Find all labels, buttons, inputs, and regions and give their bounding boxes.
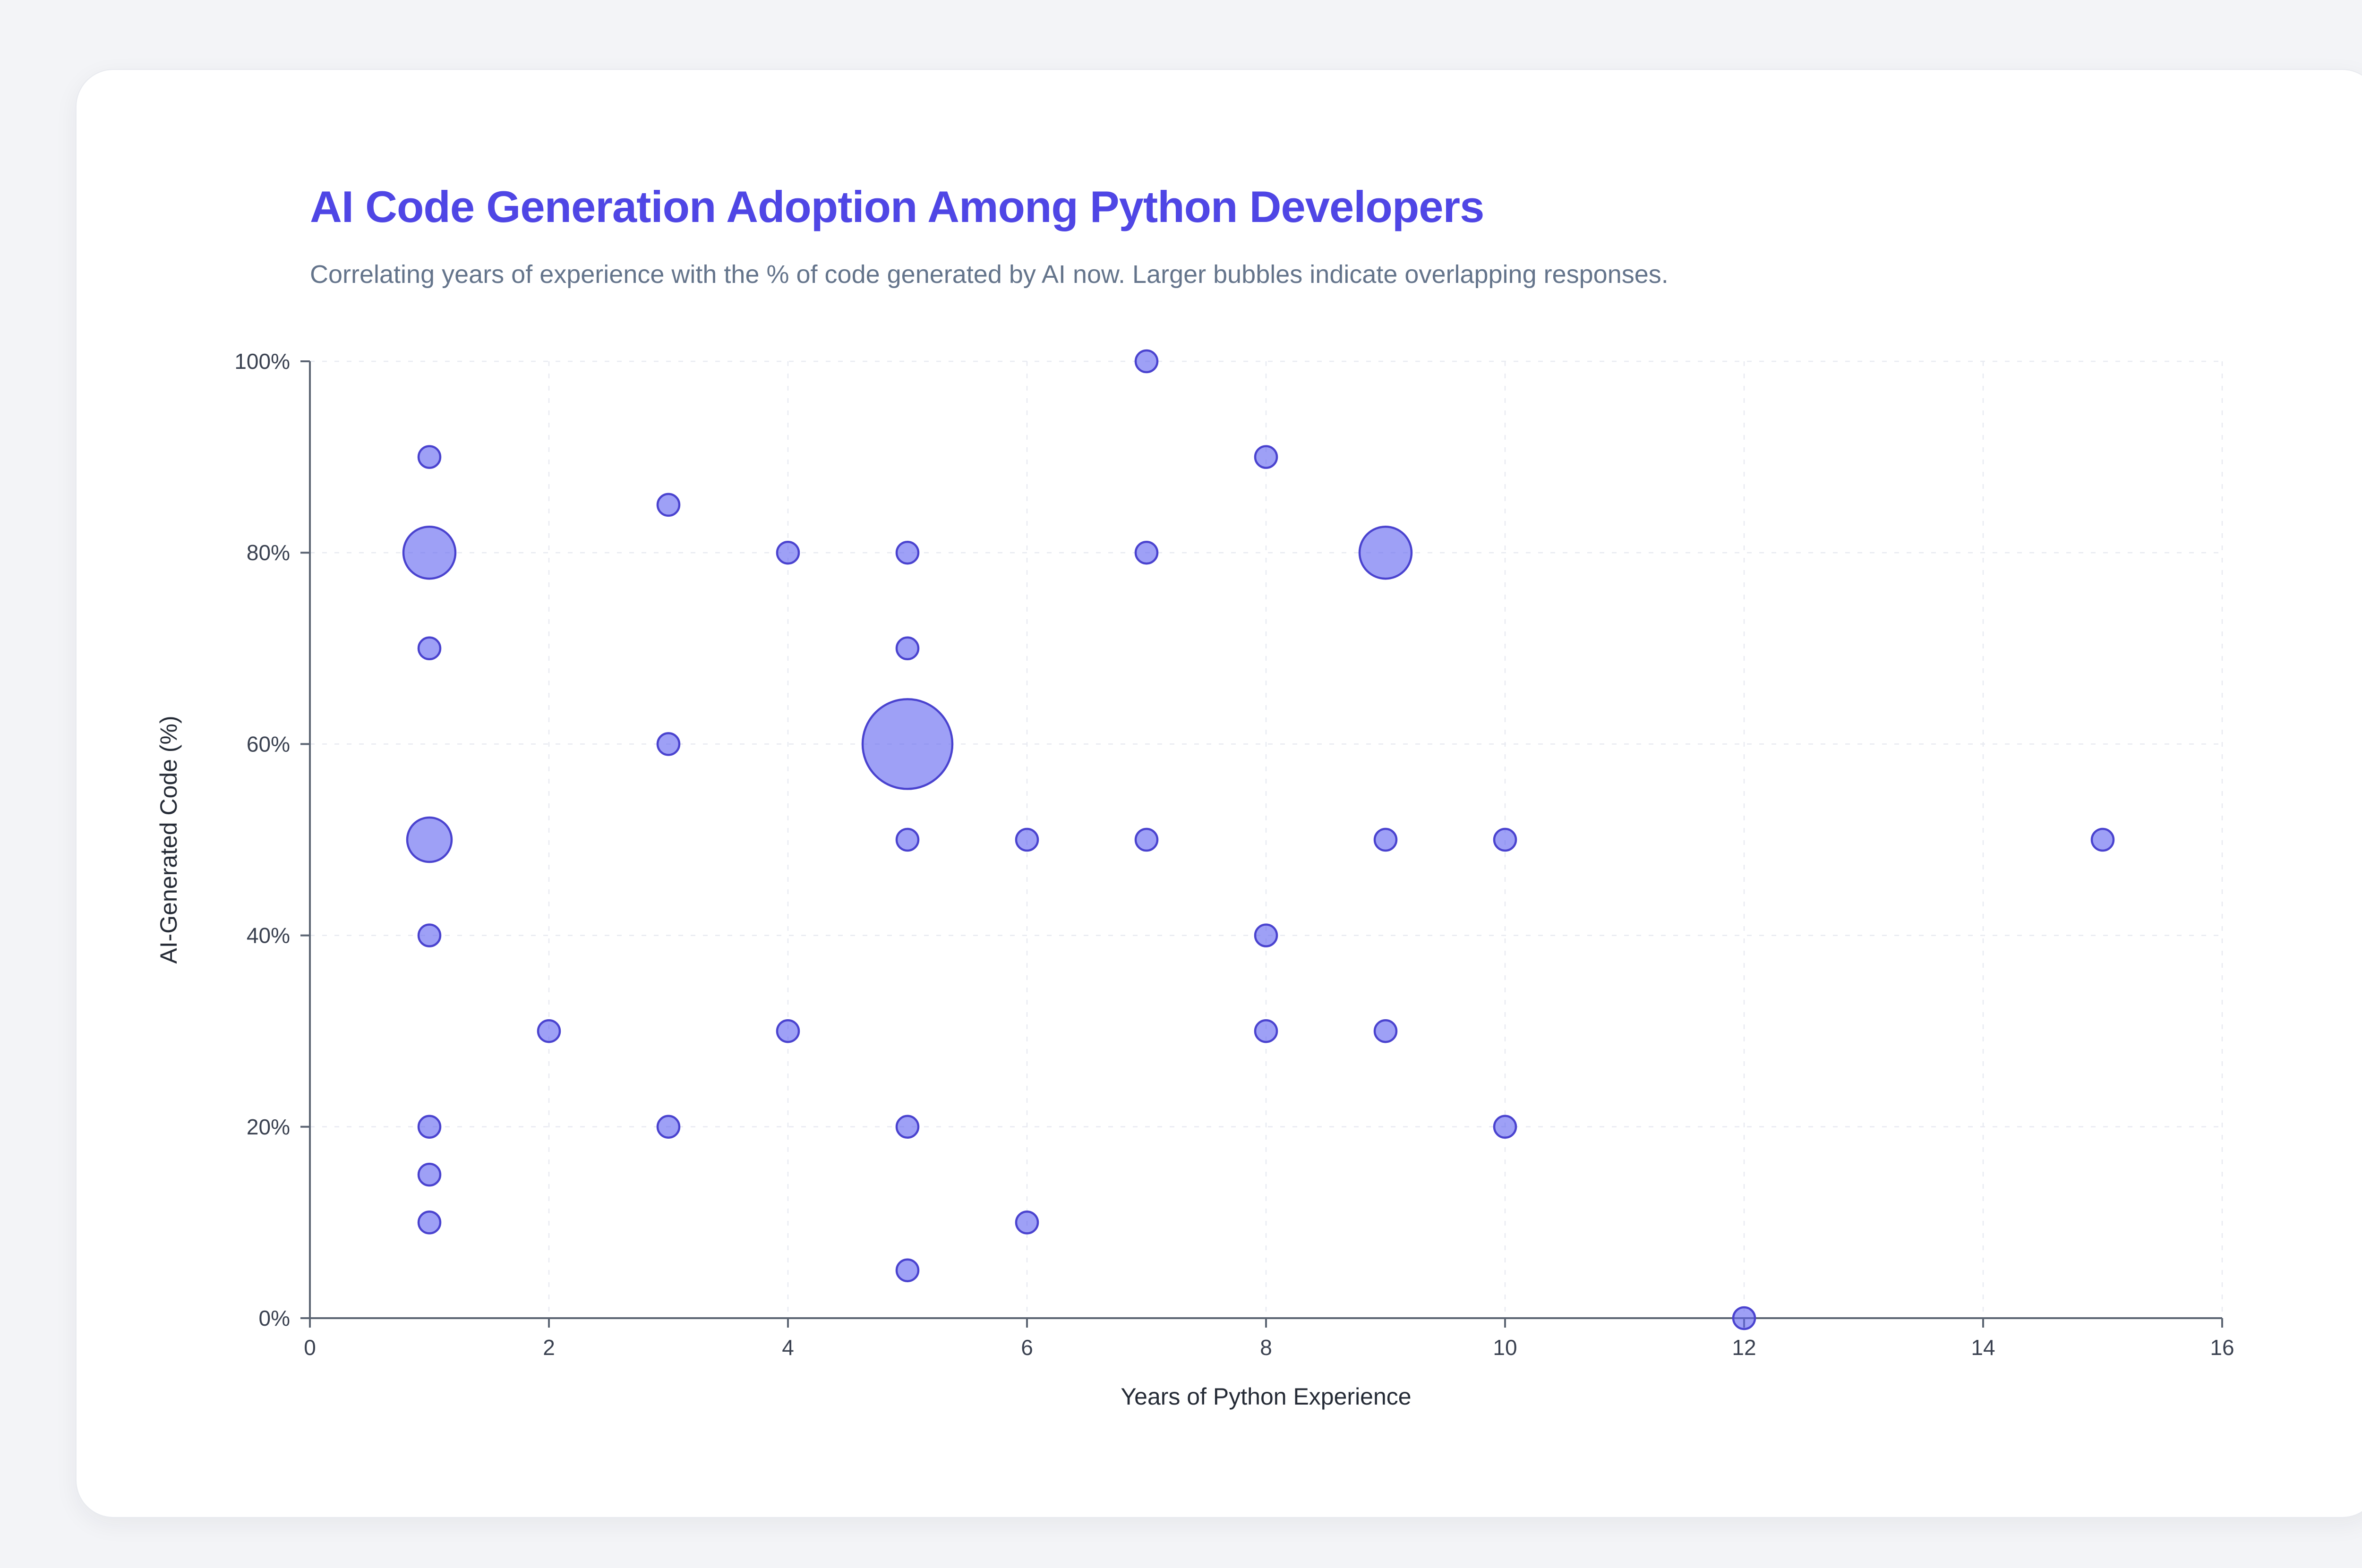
x-axis-title: Years of Python Experience <box>1121 1383 1411 1410</box>
x-tick-label: 16 <box>2210 1335 2234 1360</box>
y-tick-label: 20% <box>247 1115 290 1139</box>
y-tick-label: 60% <box>247 732 290 756</box>
chart-title: AI Code Generation Adoption Among Python… <box>310 182 1484 231</box>
x-tick-label: 8 <box>1260 1335 1272 1360</box>
bubble-point[interactable] <box>417 636 442 661</box>
bubble-point[interactable] <box>537 1019 561 1043</box>
bubble-point[interactable] <box>1134 540 1159 565</box>
bubble-point[interactable] <box>1254 923 1278 947</box>
bubble-point[interactable] <box>1134 349 1159 374</box>
bubble-point[interactable] <box>1254 445 1278 469</box>
bubble-point[interactable] <box>776 540 800 565</box>
bubble-point[interactable] <box>895 827 920 852</box>
chart-subtitle: Correlating years of experience with the… <box>310 260 1669 289</box>
y-axis-title: AI-Generated Code (%) <box>155 716 182 963</box>
bubble-point[interactable] <box>1015 827 1039 852</box>
bubble-point[interactable] <box>1732 1306 1756 1330</box>
y-tick-label: 40% <box>247 923 290 948</box>
bubble-point[interactable] <box>656 732 681 756</box>
bubble-point[interactable] <box>895 540 920 565</box>
y-tick-label: 100% <box>234 349 290 374</box>
bubble-point[interactable] <box>1493 827 1517 852</box>
bubble-point[interactable] <box>417 923 442 947</box>
x-tick-label: 14 <box>1971 1335 1995 1360</box>
y-tick-label: 80% <box>247 540 290 565</box>
bubble-point[interactable] <box>417 1210 442 1235</box>
bubble-point[interactable] <box>406 816 453 863</box>
bubble-point[interactable] <box>2090 827 2115 852</box>
x-tick-label: 10 <box>1493 1335 1517 1360</box>
bubble-point[interactable] <box>417 1115 442 1139</box>
bubble-point[interactable] <box>895 1115 920 1139</box>
bubble-point[interactable] <box>402 525 457 580</box>
bubble-point[interactable] <box>1015 1210 1039 1235</box>
x-tick-label: 0 <box>304 1335 316 1360</box>
bubble-point[interactable] <box>417 445 442 469</box>
bubble-point[interactable] <box>1358 525 1413 580</box>
bubble-point[interactable] <box>1134 827 1159 852</box>
x-tick-label: 4 <box>782 1335 794 1360</box>
bubble-point[interactable] <box>656 1115 681 1139</box>
bubble-point[interactable] <box>417 1162 442 1187</box>
bubble-point[interactable] <box>1373 1019 1398 1043</box>
x-tick-label: 6 <box>1021 1335 1033 1360</box>
bubble-point[interactable] <box>895 636 920 661</box>
bubble-point[interactable] <box>861 698 954 790</box>
x-tick-label: 2 <box>543 1335 555 1360</box>
plot-layer: 0 2 4 6 8 10 12 14 16 0% 20% 40% 60% 80% 100% <box>234 349 2234 1360</box>
bubble-point[interactable] <box>1373 827 1398 852</box>
bubble-point[interactable] <box>776 1019 800 1043</box>
bubble-point[interactable] <box>895 1258 920 1282</box>
bubble-chart: 0 2 4 6 8 10 12 14 16 0% 20% 40% 60% 80% 100% Years of… <box>155 349 2234 1410</box>
bubble-point[interactable] <box>1254 1019 1278 1043</box>
y-tick-label: 0% <box>259 1306 290 1330</box>
chart-card: AI Code Generation Adoption Among Python… <box>76 69 2362 1518</box>
bubble-point[interactable] <box>1493 1115 1517 1139</box>
bubble-point[interactable] <box>656 493 681 517</box>
x-tick-label: 12 <box>1732 1335 1756 1360</box>
